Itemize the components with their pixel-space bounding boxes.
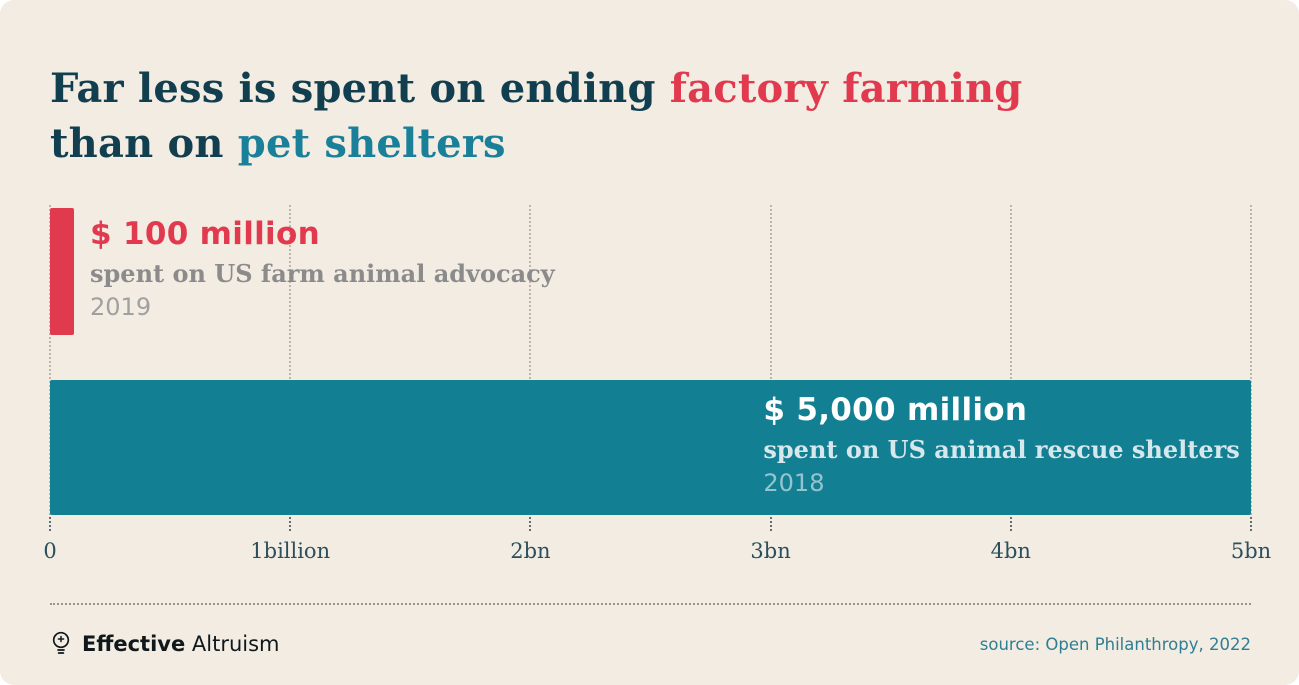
brand-bold: Effective: [82, 632, 186, 656]
brand: Effective Altruism: [50, 630, 280, 658]
farm-advocacy-labels: $ 100 million spent on US farm animal ad…: [90, 208, 555, 321]
bar-farm-advocacy: [50, 208, 75, 335]
rescue-shelters-year: 2018: [763, 469, 825, 497]
title-highlight-factory-farming: factory farming: [669, 64, 1023, 112]
rescue-shelters-sublabel: spent on US animal rescue shelters: [763, 435, 1240, 464]
brand-text: Effective Altruism: [82, 632, 280, 656]
title-part1: Far less is spent on ending: [50, 64, 670, 112]
bar-rescue-shelters: $ 5,000 million spent on US animal rescu…: [50, 380, 1251, 515]
axis-tick-label: 5bn: [1230, 539, 1272, 563]
axis-tick-label: 3bn: [750, 539, 791, 563]
axis-tick: [49, 517, 51, 531]
source-credit: source: Open Philanthropy, 2022: [979, 634, 1251, 654]
axis-tick-label: 4bn: [990, 539, 1031, 563]
axis-tick: [769, 517, 772, 531]
footer-divider: [50, 603, 1251, 605]
rescue-shelters-value: $ 5,000 million: [763, 392, 1028, 428]
footer: Effective Altruism source: Open Philanth…: [50, 622, 1251, 666]
chart-title: Far less is spent on ending factory farm…: [50, 61, 1022, 171]
axis-tick-label: 0: [43, 539, 57, 563]
farm-advocacy-value: $ 100 million: [90, 216, 320, 252]
x-axis: 0 1billion 2bn 3bn 4bn 5bn: [43, 517, 1271, 581]
farm-advocacy-row: $ 100 million spent on US farm animal ad…: [50, 208, 1251, 335]
axis-tick: [1009, 517, 1012, 531]
axis-tick-label: 2bn: [510, 539, 551, 563]
axis-tick: [1250, 517, 1252, 531]
axis-tick: [529, 517, 532, 531]
farm-advocacy-year: 2019: [90, 293, 152, 321]
lightbulb-icon: [50, 630, 72, 658]
axis-tick: [289, 517, 292, 531]
farm-advocacy-sublabel: spent on US farm animal advocacy: [90, 259, 555, 288]
rescue-shelters-labels: $ 5,000 million spent on US animal rescu…: [763, 392, 1239, 497]
plot-area: $ 100 million spent on US farm animal ad…: [49, 205, 1252, 515]
brand-regular: Altruism: [191, 632, 280, 656]
title-part2: than on: [50, 119, 238, 167]
axis-tick-label: 1billion: [250, 539, 331, 563]
title-highlight-pet-shelters: pet shelters: [237, 119, 506, 167]
